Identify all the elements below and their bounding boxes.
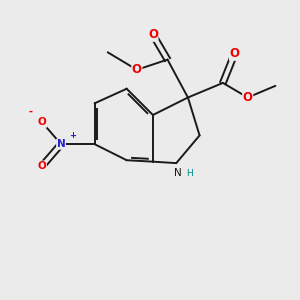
Text: O: O bbox=[38, 161, 46, 171]
Text: O: O bbox=[243, 91, 253, 104]
Text: +: + bbox=[69, 131, 76, 140]
Text: -: - bbox=[28, 107, 32, 117]
Text: O: O bbox=[38, 117, 46, 127]
Text: O: O bbox=[132, 63, 142, 76]
Text: H: H bbox=[186, 169, 193, 178]
Text: O: O bbox=[230, 47, 240, 60]
Text: N: N bbox=[57, 139, 65, 149]
Text: O: O bbox=[148, 28, 158, 41]
Text: N: N bbox=[174, 168, 182, 178]
